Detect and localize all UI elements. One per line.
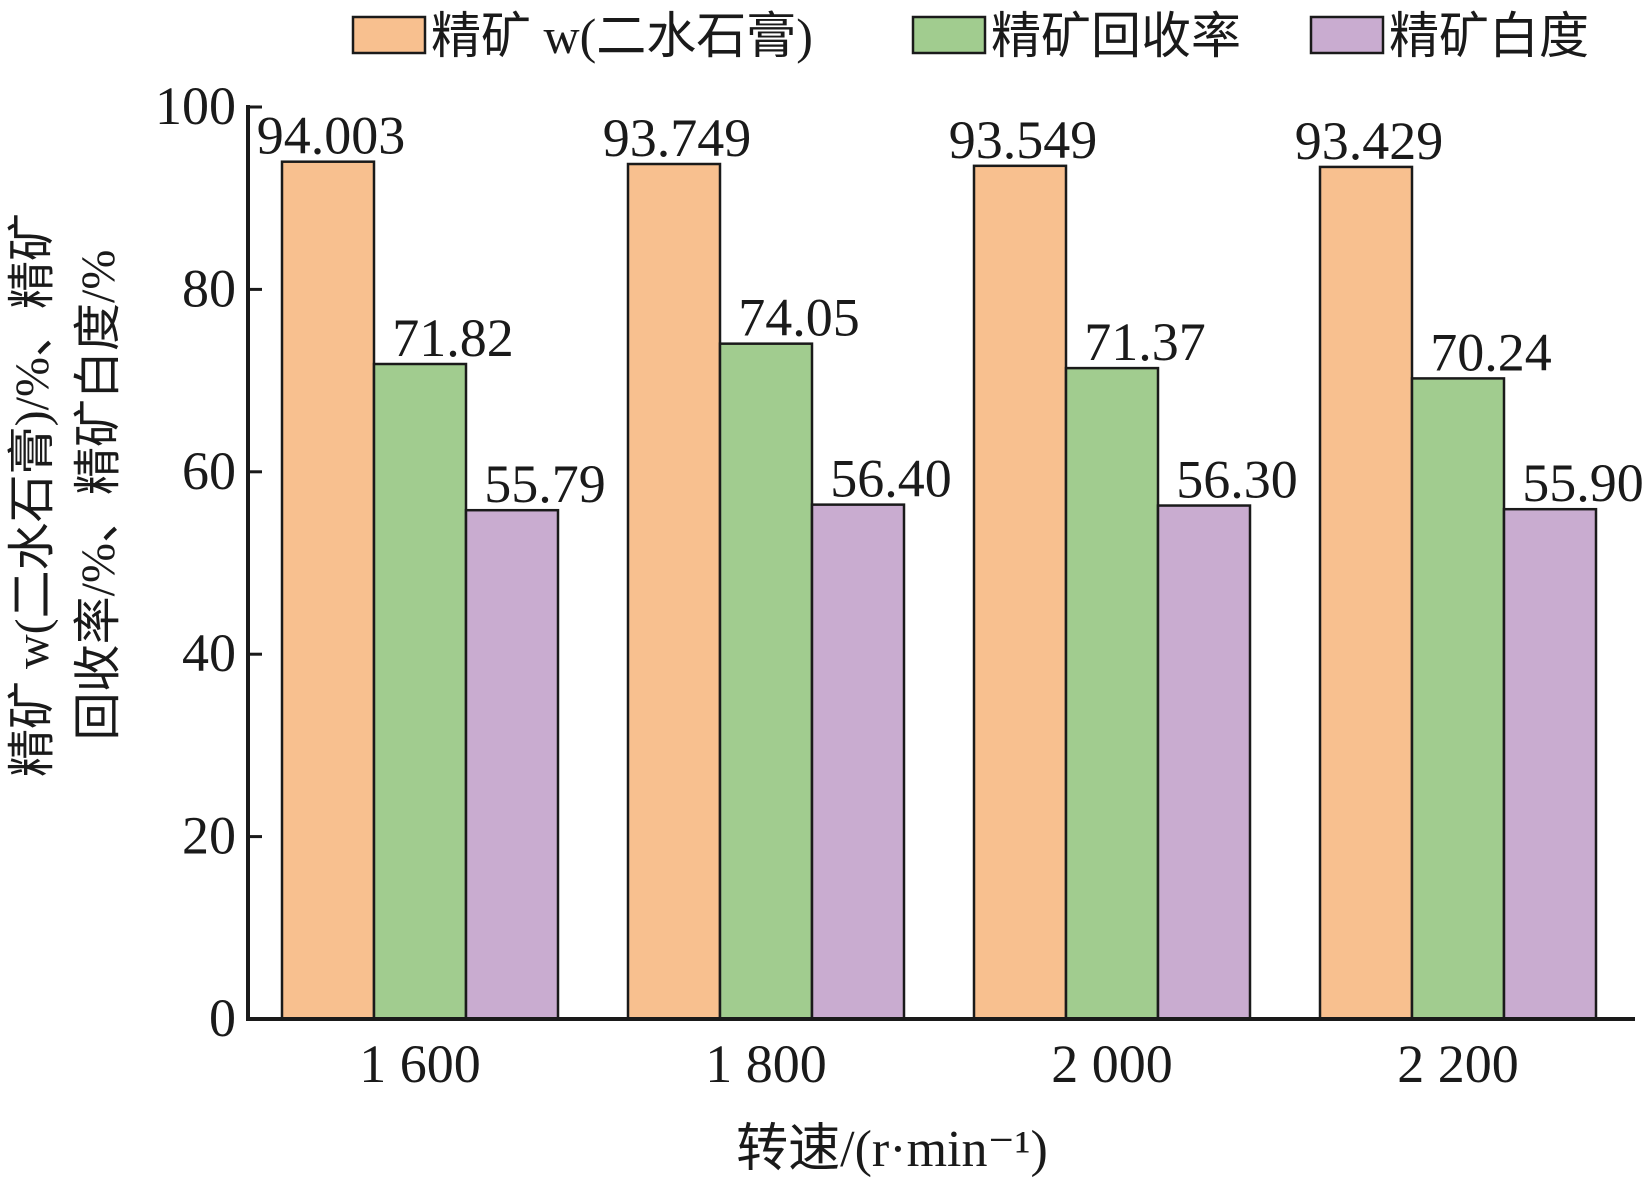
legend-swatch <box>1309 15 1385 55</box>
bar-3-2 <box>810 503 906 1021</box>
bar-2-1 <box>372 362 468 1021</box>
legend-swatch <box>351 15 427 55</box>
data-label: 93.429 <box>1295 111 1444 171</box>
y-tick-label: 60 <box>182 441 236 501</box>
y-axis-label-line-2: 回收率/%、精矿白度/% <box>72 250 125 741</box>
bar-2-4 <box>1410 377 1506 1021</box>
x-tick-label: 2 000 <box>1051 1034 1173 1094</box>
data-label: 74.05 <box>738 288 860 348</box>
data-label: 93.749 <box>603 108 752 168</box>
y-tick-label: 100 <box>155 76 236 136</box>
data-label: 56.40 <box>830 449 952 509</box>
bar-1-1 <box>280 160 376 1021</box>
y-tick-label: 0 <box>209 988 236 1048</box>
y-tick-label: 40 <box>182 623 236 683</box>
bar-3-1 <box>464 508 560 1021</box>
legend-swatch <box>911 15 987 55</box>
y-axis: 0 20 40 60 80 100 <box>155 76 262 1048</box>
y-tick-label: 20 <box>182 806 236 866</box>
bar-1-3 <box>972 164 1068 1021</box>
legend-label: 精矿回收率 <box>991 8 1241 64</box>
x-tick-label: 1 800 <box>705 1034 827 1094</box>
x-axis-label: 转速/(r·min⁻¹) <box>736 1121 1048 1178</box>
legend-label: 精矿 w(二水石膏) <box>431 8 813 64</box>
y-axis-label-line-1: 精矿 w(二水石膏)/%、精矿 <box>6 213 59 777</box>
legend-label: 精矿白度 <box>1389 8 1589 64</box>
data-label: 55.79 <box>484 454 606 514</box>
x-tick-label: 1 600 <box>359 1034 481 1094</box>
bar-1-4 <box>1318 165 1414 1021</box>
legend: 精矿 w(二水石膏) 精矿回收率 精矿白度 <box>351 8 1589 64</box>
y-tick-label: 80 <box>182 258 236 318</box>
bars: 94.003 93.749 93.549 93.429 71.82 74.05 71.37 7… <box>257 106 1644 1021</box>
bar-1-2 <box>626 162 722 1021</box>
data-label: 55.90 <box>1522 453 1644 513</box>
data-label: 71.37 <box>1084 312 1206 372</box>
data-label: 94.003 <box>257 106 406 166</box>
x-axis: 1 600 1 800 2 000 2 200 <box>246 1017 1635 1094</box>
data-label: 70.24 <box>1430 322 1552 382</box>
x-tick-label: 2 200 <box>1397 1034 1519 1094</box>
data-label: 71.82 <box>392 308 514 368</box>
data-label: 93.549 <box>949 110 1098 170</box>
bar-3-4 <box>1502 507 1598 1021</box>
bar-2-3 <box>1064 366 1160 1021</box>
bar-3-3 <box>1156 504 1252 1021</box>
bar-2-2 <box>718 342 814 1021</box>
data-label: 56.30 <box>1176 450 1298 510</box>
